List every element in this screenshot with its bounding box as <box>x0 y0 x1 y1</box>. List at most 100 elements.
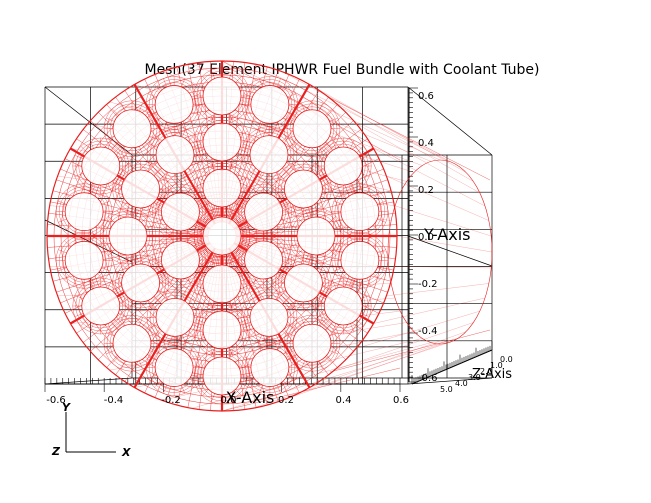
fuel-pin-mesh-spoke <box>160 273 168 280</box>
fuel-pin-mesh-spoke <box>191 93 201 98</box>
fuel-pin-mesh-spoke <box>196 131 205 135</box>
fuel-pin-mesh-spoke <box>283 84 290 92</box>
fuel-pin-mesh-spoke <box>97 191 105 199</box>
frame-line <box>407 86 493 156</box>
fuel-pin-mesh-spoke <box>276 121 281 131</box>
fuel-pin-mesh-spoke <box>286 117 295 122</box>
fuel-pin-mesh-spoke <box>145 108 152 116</box>
tube-generator-line <box>309 331 467 388</box>
fuel-pin-mesh-spoke <box>305 210 309 219</box>
fuel-pin-mesh-spoke <box>339 191 347 199</box>
fuel-pin-mesh-spoke <box>329 117 338 122</box>
coolant-tube-front-end <box>46 60 398 412</box>
fuel-pin-mesh-spoke <box>154 249 163 253</box>
fuel-pin-mesh-spoke <box>149 332 158 337</box>
fuel-pin-mesh-spoke <box>377 267 386 272</box>
fuel-pin <box>292 109 332 149</box>
fuel-pin-mesh-spoke <box>276 128 280 138</box>
fuel-pin-mesh-spoke <box>202 201 209 208</box>
fuel-pin-mesh-spoke <box>325 108 332 116</box>
fuel-pin-mesh-spoke <box>129 257 134 266</box>
fuel-pin-mesh-spoke <box>108 249 115 256</box>
fuel-pin-mesh-spoke <box>64 240 71 247</box>
fuel-pin-mesh-spoke <box>283 117 290 125</box>
fuel-pin-mesh-spoke <box>292 206 297 215</box>
fuel-pin-mesh-spoke <box>287 93 296 98</box>
tube-outline <box>221 367 401 412</box>
fuel-pin-mesh-spoke <box>89 323 94 332</box>
fuel-pin <box>202 310 242 350</box>
fuel-pin-mesh-spoke <box>121 360 125 370</box>
fuel-pin-mesh-spoke <box>108 216 115 223</box>
fuel-pin-mesh-spoke <box>249 84 257 92</box>
fuel-pin-mesh-spoke <box>181 121 185 131</box>
fuel-pin-mesh-spoke <box>283 380 290 388</box>
fuel-pin <box>81 286 121 326</box>
fuel-pin-mesh-spoke <box>325 323 332 330</box>
fuel-pin-mesh-spoke <box>202 389 209 396</box>
tube-generator-line <box>334 322 474 371</box>
fuel-pin-mesh-spoke <box>121 102 125 112</box>
fuel-pin-mesh-spoke <box>187 229 192 238</box>
fuel-pin-mesh-spoke <box>89 183 94 192</box>
fuel-pin-mesh-spoke <box>169 234 174 243</box>
fuel-pin-mesh-spoke <box>243 225 251 232</box>
fuel-pin-mesh-spoke <box>106 350 115 355</box>
fuel-pin-mesh-spoke <box>323 286 330 293</box>
fuel-pin <box>121 263 160 303</box>
fuel-pin-mesh-spoke <box>243 93 253 98</box>
fuel-pin-mesh-spoke <box>323 179 330 186</box>
fuel-pin-mesh-spoke <box>80 319 88 326</box>
fuel-pin-mesh-spoke <box>139 360 143 370</box>
fuel-pin-mesh-spoke <box>187 347 195 355</box>
fuel-pin-mesh-spoke <box>120 169 128 176</box>
fuel-pin-mesh-spoke <box>163 78 168 87</box>
tube-generator-line <box>394 205 492 237</box>
tube-generator-line <box>334 101 474 182</box>
fuel-pin-mesh-spoke <box>202 76 209 83</box>
fuel-pin-mesh-spoke <box>287 374 296 379</box>
fuel-pin-mesh-spoke <box>202 310 209 317</box>
fuel-pin-mesh-spoke <box>286 332 295 337</box>
fuel-pin-mesh-spoke <box>249 134 256 142</box>
fuel-pin-mesh-spoke <box>202 249 209 256</box>
fuel-pin-mesh-spoke <box>102 243 111 247</box>
fuel-pin-mesh-spoke <box>192 143 201 148</box>
fuel-pin-mesh-spoke <box>197 219 207 223</box>
fuel-pin-mesh-spoke <box>235 249 242 256</box>
fuel-pin-mesh-spoke <box>97 273 105 281</box>
fuel-pin <box>202 264 242 304</box>
fuel-pin-mesh-spoke <box>332 140 337 149</box>
fuel-pin-mesh-spoke <box>129 300 134 309</box>
fuel-pin-mesh-spoke <box>211 393 215 402</box>
fuel-pin-mesh-spoke <box>239 365 248 369</box>
fuel-pin-mesh-spoke <box>283 347 290 355</box>
fuel-pin-mesh-spoke <box>147 206 152 215</box>
fuel-pin-mesh-spoke <box>286 324 295 329</box>
fuel-pin-mesh-spoke <box>360 295 370 299</box>
y-tick-label: 0.0 <box>418 232 434 243</box>
fuel-pin-mesh-spoke <box>192 306 201 311</box>
fuel-pin-mesh-spoke <box>373 273 380 281</box>
fuel-pin-mesh-spoke <box>323 319 330 326</box>
tube-generator-line <box>162 71 423 166</box>
fuel-pin-mesh-spoke <box>286 135 295 140</box>
fuel-pin-mesh-spoke <box>202 356 209 363</box>
fuel-pin-mesh-spoke <box>287 111 296 116</box>
fuel-pin-mesh-spoke <box>114 196 124 200</box>
fuel-pin-mesh-spoke <box>191 111 201 116</box>
fuel-pin-mesh-spoke <box>235 201 242 208</box>
fuel-pin-mesh-spoke <box>211 205 215 214</box>
fuel-pin-mesh-spoke <box>97 225 105 232</box>
fuel-pin-mesh-spoke <box>153 202 161 209</box>
fuel-pin-mesh-spoke <box>329 249 336 256</box>
fuel-pin-mesh-spoke <box>187 84 195 92</box>
x-tick-label: 0.0 <box>221 395 237 406</box>
fuel-pin-mesh-spoke <box>235 389 242 396</box>
fuel-pin <box>249 298 289 337</box>
fuel-pin <box>250 85 290 124</box>
fuel-pin-mesh-spoke <box>135 253 139 262</box>
fuel-pin-mesh-spoke <box>283 202 291 209</box>
fuel-pin-mesh-spoke <box>235 168 242 175</box>
fuel-pin-mesh-spoke <box>196 177 205 181</box>
